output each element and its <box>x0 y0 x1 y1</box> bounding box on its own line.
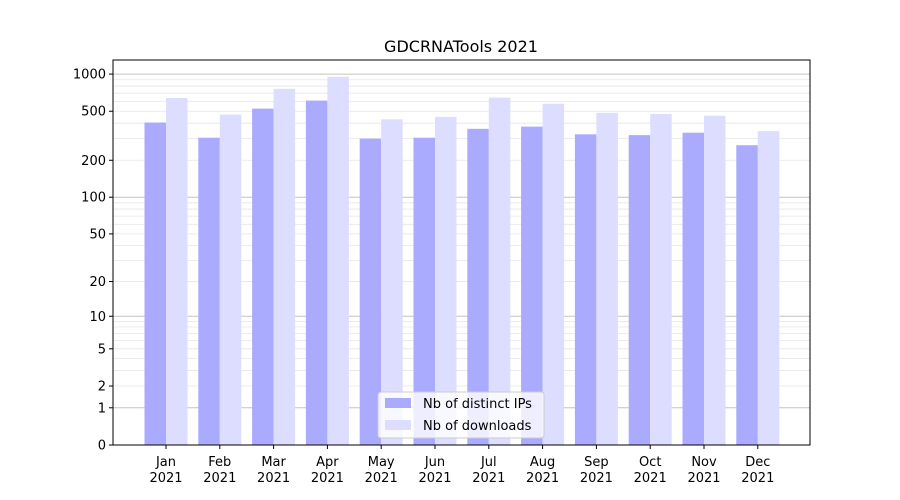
x-tick-label-month: Dec <box>745 455 770 470</box>
x-tick-label-month: Oct <box>639 455 661 470</box>
x-tick-label-month: Sep <box>584 455 609 470</box>
bar-downloads <box>273 88 296 445</box>
plot-frame <box>112 59 811 446</box>
bar-downloads <box>650 113 672 445</box>
bar-distinct-ips <box>628 135 651 445</box>
bar-downloads <box>327 76 349 445</box>
legend-swatch-downloads <box>385 420 411 430</box>
bar-distinct-ips <box>413 137 435 445</box>
x-tick-label-year: 2021 <box>365 471 398 486</box>
bar-downloads <box>542 103 565 446</box>
x-tick-label-month: Mar <box>261 455 286 470</box>
x-tick-label-month: Nov <box>691 455 717 470</box>
x-tick-label-year: 2021 <box>257 471 290 486</box>
x-tick-label-year: 2021 <box>526 471 559 486</box>
bar-downloads <box>435 116 457 446</box>
x-tick-label-year: 2021 <box>311 471 344 486</box>
y-tick-label: 200 <box>81 154 106 169</box>
bar-downloads <box>166 98 188 445</box>
x-tick-label-month: Jun <box>424 455 445 470</box>
bar-distinct-ips <box>359 138 382 445</box>
x-tick-label-year: 2021 <box>149 471 182 486</box>
y-tick-label: 10 <box>89 310 106 325</box>
y-tick-label: 500 <box>81 105 106 120</box>
bar-downloads <box>381 119 403 446</box>
bar-downloads <box>219 114 242 446</box>
x-tick-label-year: 2021 <box>687 471 720 486</box>
bar-distinct-ips <box>521 126 543 445</box>
y-axis: 0 1 2 5 10 20 50 100 200 500 1000 <box>73 68 113 454</box>
x-tick-label-year: 2021 <box>418 471 451 486</box>
legend-box <box>377 391 545 439</box>
y-tick-label: 20 <box>89 275 106 290</box>
x-tick-label-month: May <box>368 455 395 470</box>
legend-label-downloads: Nb of downloads <box>423 419 532 434</box>
bar-distinct-ips <box>736 145 758 445</box>
bar-distinct-ips <box>144 122 166 446</box>
x-tick-label-month: Aug <box>530 455 555 470</box>
bar-downloads <box>488 97 511 446</box>
x-tick-label-year: 2021 <box>741 471 774 486</box>
bar-distinct-ips <box>198 137 220 445</box>
x-tick-label-month: Jul <box>480 455 497 470</box>
bar-downloads <box>757 131 780 446</box>
x-tick-label-year: 2021 <box>203 471 236 486</box>
y-tick-label: 1 <box>98 401 106 416</box>
legend-swatch-distinct-ips <box>385 398 411 408</box>
x-tick-label-month: Apr <box>316 455 339 470</box>
y-tick-label: 5 <box>98 342 106 357</box>
y-tick-label: 2 <box>98 380 106 395</box>
chart-title: GDCRNATools 2021 <box>384 37 538 56</box>
bar-downloads <box>704 115 726 445</box>
y-tick-label: 1000 <box>73 68 106 83</box>
x-tick-label-month: Feb <box>208 455 231 470</box>
bar-distinct-ips <box>682 132 704 446</box>
bar-distinct-ips <box>252 108 274 445</box>
bars <box>144 76 780 446</box>
bar-distinct-ips <box>574 134 597 445</box>
legend: Nb of distinct IPs Nb of downloads <box>377 391 545 439</box>
y-tick-label: 100 <box>81 191 106 206</box>
x-tick-label-year: 2021 <box>634 471 667 486</box>
bar-distinct-ips <box>467 128 489 445</box>
x-axis: Jan2021Feb2021Mar2021Apr2021May2021Jun20… <box>149 445 774 486</box>
x-tick-label-year: 2021 <box>472 471 505 486</box>
legend-label-distinct-ips: Nb of distinct IPs <box>423 397 532 412</box>
x-tick-label-year: 2021 <box>580 471 613 486</box>
y-tick-label: 50 <box>89 227 106 242</box>
bar-downloads <box>596 112 618 446</box>
x-tick-label-month: Jan <box>155 455 176 470</box>
y-tick-label: 0 <box>98 439 106 454</box>
bar-distinct-ips <box>305 100 328 446</box>
